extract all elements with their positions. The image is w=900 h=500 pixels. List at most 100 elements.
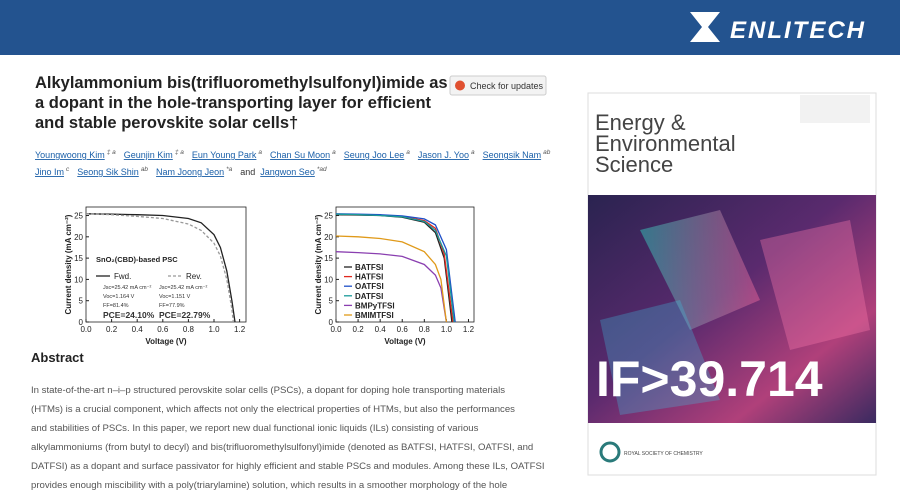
abstract: In state-of-the-art n–i–p structured per… <box>31 385 545 491</box>
y-tick-label: 5 <box>79 297 84 306</box>
annotation: Voc=1.164 V <box>103 294 135 300</box>
author-name: Nam Joong Jeon <box>156 167 224 177</box>
cover-title-line: Energy & <box>595 110 686 135</box>
logo-icon <box>690 12 720 42</box>
x-tick-label: 0.6 <box>157 325 169 334</box>
x-axis-label: Voltage (V) <box>145 337 187 346</box>
y-tick-label: 15 <box>324 254 333 263</box>
x-tick-label: 1.2 <box>234 325 246 334</box>
x-tick-label: 1.0 <box>208 325 220 334</box>
author-affiliation: a <box>406 149 410 156</box>
legend-label: OATFSI <box>355 282 384 291</box>
x-tick-label: 0.4 <box>132 325 144 334</box>
x-tick-label: 1.2 <box>463 325 475 334</box>
y-tick-label: 10 <box>74 275 83 284</box>
y-tick-label: 25 <box>74 212 83 221</box>
y-tick-label: 20 <box>324 233 333 242</box>
cover-art-shape <box>640 210 760 330</box>
author-name: Seung Joo Lee <box>344 150 405 160</box>
abstract-line: alkylammoniums (from butyl to decyl) and… <box>31 442 533 453</box>
author-affiliation: ab <box>543 149 551 156</box>
y-tick-label: 0 <box>329 318 334 327</box>
x-tick-label: 0.0 <box>330 325 342 334</box>
x-tick-label: 0.8 <box>183 325 195 334</box>
series-line <box>85 213 236 323</box>
x-tick-label: 0.6 <box>397 325 409 334</box>
annotation: SnO₂(CBD)-based PSC <box>96 255 178 264</box>
y-tick-label: 15 <box>74 254 83 263</box>
update-icon <box>455 80 465 91</box>
author-name: Chan Su Moon <box>270 150 330 160</box>
annotation: PCE=24.10% <box>103 310 155 320</box>
update-button-label[interactable]: Check for updates <box>470 81 544 91</box>
legend-label: HATFSI <box>355 273 383 282</box>
author-name: Eun Young Park <box>192 150 257 160</box>
y-tick-label: 10 <box>324 275 333 284</box>
x-tick-label: 1.0 <box>441 325 453 334</box>
x-tick-label: 0.0 <box>80 325 92 334</box>
author-name: Jangwon Seo <box>260 167 315 177</box>
impact-factor: IF>39.714 <box>596 351 823 407</box>
author-name: Geunjin Kim <box>124 150 173 160</box>
y-axis-label: Current density (mA cm⁻²) <box>314 214 323 314</box>
update-button-box[interactable] <box>449 75 547 96</box>
authors: Youngwoong Kim ‡ a Geunjin Kim ‡ a Eun Young… <box>35 149 551 177</box>
title-line: a dopant in the hole-transporting layer … <box>35 94 432 112</box>
abstract-heading: Abstract <box>31 350 84 365</box>
author-name: Jino Im <box>35 167 64 177</box>
x-tick-label: 0.2 <box>106 325 118 334</box>
abstract-line: (HTMs) is a crucial component, which aff… <box>31 404 515 415</box>
brand-logo: ENLITECH <box>690 12 866 44</box>
brand-name: ENLITECH <box>730 17 866 44</box>
abstract-line: provides enough miscibility with a poly(… <box>31 480 507 491</box>
legend-label: Rev. <box>186 272 202 281</box>
author-name: Seong Sik Shin <box>77 167 139 177</box>
cover-art-shape <box>760 220 870 350</box>
x-tick-label: 0.8 <box>419 325 431 334</box>
legend-label: BMPyTFSI <box>355 301 395 310</box>
cover-title-line: Environmental <box>595 131 736 156</box>
legend-label: Fwd. <box>114 272 131 281</box>
annotation: PCE=22.79% <box>159 310 211 320</box>
y-axis-label: Current density (mA cm⁻²) <box>64 214 73 314</box>
publisher-logo <box>599 441 621 463</box>
series-line <box>85 213 234 323</box>
author-affiliation: c <box>66 166 70 173</box>
legend-label: DATFSI <box>355 292 383 301</box>
annotation: FF=81.4% <box>103 303 129 309</box>
plot-frame <box>85 206 247 323</box>
abstract-line: In state-of-the-art n–i–p structured per… <box>31 385 505 396</box>
y-tick-label: 20 <box>74 233 83 242</box>
chart-left: 0.0 0.2 0.4 0.6 0.8 1.0 1.2 0 5 10 15 20 25 Voltage (… <box>64 206 247 346</box>
author-affiliation: *ad <box>317 166 327 173</box>
plot-frame <box>335 206 475 323</box>
author-affiliation: ab <box>141 166 149 173</box>
cover-art-shape <box>600 300 720 415</box>
author-connector: and <box>240 167 255 177</box>
title-line: Alkylammonium bis(trifluoromethylsulfony… <box>35 74 448 92</box>
x-tick-label: 0.4 <box>375 325 387 334</box>
paper-title: Alkylammonium bis(trifluoromethylsulfony… <box>35 74 448 132</box>
author-affiliation: a <box>332 149 336 156</box>
author-affiliation: *a <box>226 166 233 173</box>
x-axis-label: Voltage (V) <box>384 337 426 346</box>
author-name: Seongsik Nam <box>483 150 542 160</box>
x-tick-label: 0.2 <box>353 325 365 334</box>
author-affiliation: a <box>258 149 262 156</box>
annotation: FF=77.9% <box>159 303 185 309</box>
author-name: Jason J. Yoo <box>418 150 469 160</box>
abstract-line: and stabilities of PSCs. In this paper, … <box>31 423 479 434</box>
series-line <box>335 213 455 323</box>
chart-right: 0.0 0.2 0.4 0.6 0.8 1.0 1.2 0 5 10 15 20 25 Voltage (… <box>314 206 475 346</box>
y-tick-label: 25 <box>324 212 333 221</box>
author-affiliation: ‡ a <box>175 149 184 156</box>
author-affiliation: a <box>471 149 475 156</box>
update-button[interactable]: Check for updates <box>449 75 547 96</box>
series-line <box>335 235 448 323</box>
y-tick-label: 0 <box>79 318 84 327</box>
top-bar <box>0 0 900 55</box>
author-name: Youngwoong Kim <box>35 150 105 160</box>
